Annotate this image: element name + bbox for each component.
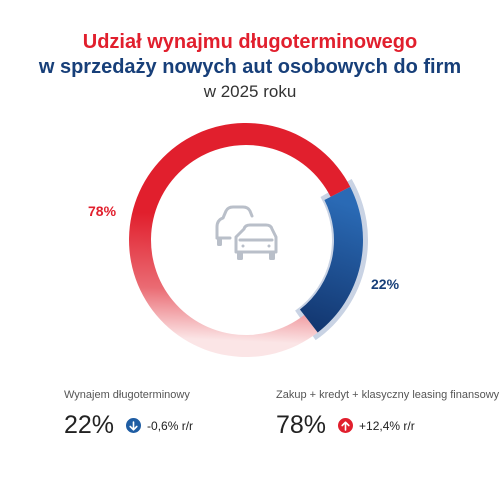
stat-value: 78%	[276, 411, 327, 439]
stat-change: +12,4% r/r	[359, 418, 415, 433]
arrow-down-icon	[126, 418, 142, 433]
title-line-1: Udział wynajmu długoterminowego	[82, 31, 418, 53]
donut-slice-wynajem	[299, 186, 364, 333]
slice-label-wynajem: 22%	[371, 276, 400, 292]
slice-label-zakup: 78%	[88, 203, 117, 219]
stat-caption: Wynajem długoterminowy	[64, 389, 190, 401]
title-line-2: w sprzedaży nowych aut osobowych do firm	[38, 56, 462, 78]
stat-zakup: Zakup + kredyt + klasyczny leasing finan…	[276, 389, 499, 440]
stat-caption: Zakup + kredyt + klasyczny leasing finan…	[276, 389, 500, 401]
stat-wynajem: Wynajem długoterminowy 22% -0,6% r/r	[64, 389, 193, 440]
cars-icon	[215, 205, 278, 260]
stat-value: 22%	[64, 411, 115, 439]
stat-change: -0,6% r/r	[147, 418, 194, 433]
title-line-3: w 2025 roku	[203, 82, 297, 101]
chart-title: Udział wynajmu długoterminowego w sprzed…	[0, 30, 500, 104]
arrow-up-icon	[338, 418, 354, 433]
